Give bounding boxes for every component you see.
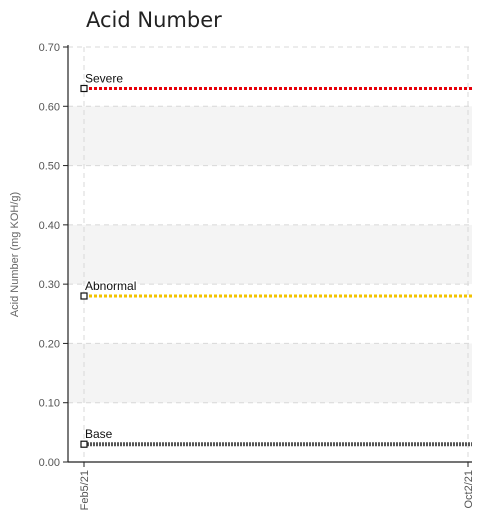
x-tick-label: Oct2/21	[463, 470, 475, 509]
series-label-abnormal: Abnormal	[85, 279, 136, 293]
plot-band	[68, 224, 472, 285]
y-tick-label: 0.10	[39, 398, 60, 410]
x-tick-labels: Feb5/21 Oct2/21	[79, 470, 475, 510]
chart-title: Acid Number	[86, 8, 222, 32]
series-label-base: Base	[85, 427, 113, 441]
y-tick-label: 0.60	[39, 101, 60, 113]
series-label-halo: Base	[85, 427, 113, 441]
y-tick-label: 0.00	[39, 457, 60, 469]
y-tick-label: 0.50	[39, 161, 60, 173]
plot-bands	[68, 106, 472, 403]
y-tick-label: 0.30	[39, 279, 60, 291]
series-marker-severe	[80, 84, 88, 93]
y-tick-label: 0.40	[39, 220, 60, 232]
series-label-halo: Abnormal	[85, 279, 136, 293]
y-tick-label: 0.20	[39, 338, 60, 350]
y-tick-label: 0.70	[39, 42, 60, 54]
series-marker-abnormal	[80, 292, 88, 300]
grid-lines	[68, 46, 472, 463]
plot-band	[68, 343, 472, 403]
plot-band	[68, 106, 472, 166]
series-marker-base	[80, 440, 88, 448]
series-label-severe: Severe	[85, 72, 123, 86]
axes	[63, 45, 472, 467]
series-label-halo: Severe	[85, 72, 123, 86]
y-tick-labels: 0.00 0.10 0.20 0.30 0.40 0.50 0.60 0.70	[39, 42, 60, 469]
y-axis-label: Acid Number (mg KOH/g)	[9, 192, 21, 317]
x-tick-label: Feb5/21	[79, 470, 91, 510]
